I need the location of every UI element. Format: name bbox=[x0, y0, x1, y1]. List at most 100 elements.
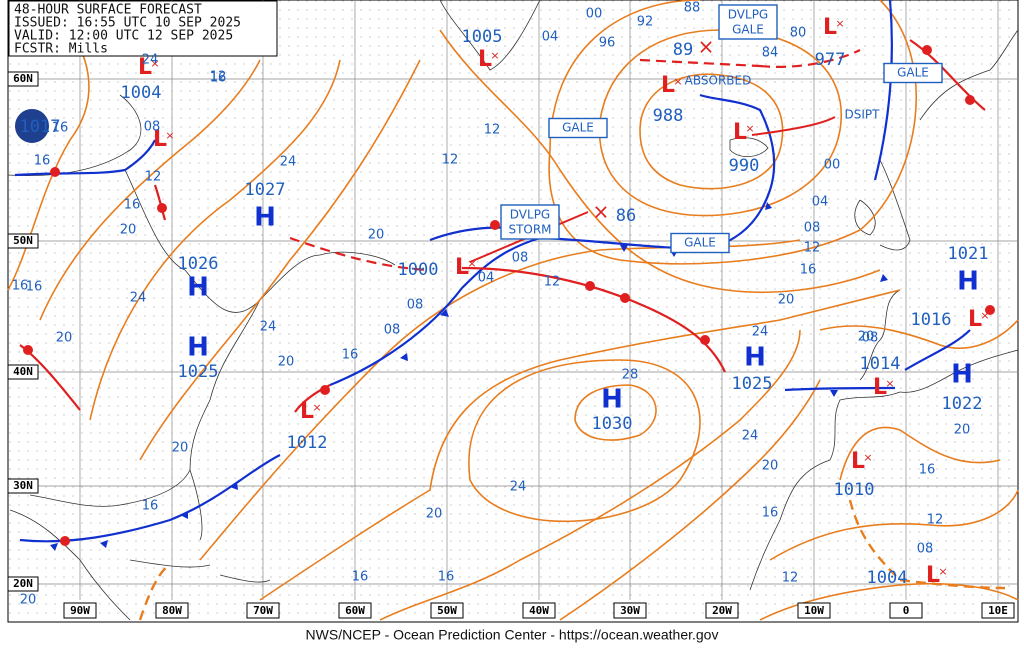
warning-text: GALE bbox=[684, 236, 716, 250]
isobar-label: 12 bbox=[484, 123, 501, 138]
developing-low-cross: × bbox=[593, 200, 610, 224]
isobar-label: 16 bbox=[34, 154, 51, 169]
high-symbol: H bbox=[187, 273, 209, 303]
high-symbol: H bbox=[744, 343, 766, 373]
low-pressure: 990 bbox=[729, 156, 760, 176]
longitude-box bbox=[338, 602, 372, 619]
low-symbol: L bbox=[926, 563, 940, 588]
note: DSIPT bbox=[845, 108, 881, 122]
longitude-label: 40W bbox=[529, 604, 549, 617]
isobar-label: 16 bbox=[919, 463, 936, 478]
isobar-label: 08 bbox=[804, 221, 821, 236]
longitude-label: 50W bbox=[437, 604, 457, 617]
isobar-label: 16 bbox=[26, 280, 43, 295]
low-symbol: L bbox=[153, 127, 167, 152]
longitude-box bbox=[430, 602, 464, 619]
low-cross: × bbox=[673, 75, 682, 88]
isobar-label: 12 bbox=[927, 513, 944, 528]
coastlines bbox=[7, 0, 1019, 621]
low-symbol: L bbox=[851, 449, 865, 474]
high-symbol: H bbox=[601, 385, 623, 415]
high-symbol: H bbox=[957, 267, 979, 297]
low-pressure: 1017 bbox=[20, 117, 61, 137]
longitude-label: 90W bbox=[70, 604, 90, 617]
warning-text: DVLPG STORM bbox=[508, 207, 551, 236]
isobar-label: 04 bbox=[542, 30, 559, 45]
latitude-box bbox=[7, 478, 39, 494]
isobar-label: 20 bbox=[172, 441, 189, 456]
isobar-label: 08 bbox=[512, 251, 529, 266]
low-pressure: 1004 bbox=[867, 568, 908, 588]
isobar-label: 24 bbox=[142, 53, 159, 68]
latitude-box bbox=[7, 364, 39, 380]
high-pressure: 1025 bbox=[178, 362, 219, 382]
isobar-label: 20 bbox=[368, 228, 385, 243]
isobar-label: 00 bbox=[824, 158, 841, 173]
isobar-label: 24 bbox=[510, 480, 527, 495]
latitude-label: 20N bbox=[13, 577, 33, 590]
issued: ISSUED: 16:55 UTC 10 SEP 2025 bbox=[14, 16, 241, 31]
isobar-label: 04 bbox=[478, 271, 495, 286]
isobar-label: 20 bbox=[954, 423, 971, 438]
isobar-label: 20 bbox=[56, 331, 73, 346]
high-symbol: H bbox=[951, 360, 973, 390]
longitude-box bbox=[889, 602, 923, 619]
low-symbol: L bbox=[733, 120, 747, 145]
low-cross: × bbox=[165, 129, 174, 142]
warning-box bbox=[500, 204, 560, 240]
latitude-box bbox=[7, 233, 39, 249]
longitude-label: 0 bbox=[903, 604, 910, 617]
latitude-box bbox=[7, 71, 39, 87]
warning-box bbox=[883, 62, 943, 84]
latitude-label: 60N bbox=[13, 72, 33, 85]
isobar-label: 16 bbox=[438, 570, 455, 585]
isobar-label: 16 bbox=[342, 348, 359, 363]
isobar-label: 08 bbox=[862, 331, 879, 346]
isobar-label: 80 bbox=[790, 26, 807, 41]
low-symbol: L bbox=[873, 375, 887, 400]
low-pressure: 1010 bbox=[834, 480, 875, 500]
longitude-box bbox=[797, 602, 831, 619]
low-symbol: L bbox=[478, 47, 492, 72]
footer: NWS/NCEP - Ocean Prediction Center - htt… bbox=[306, 627, 719, 643]
low-pressure: 1012 bbox=[287, 433, 328, 453]
isobar-label: 16 bbox=[210, 71, 227, 86]
latitude-label: 50N bbox=[13, 234, 33, 247]
low-cross: × bbox=[150, 57, 159, 70]
isobar-label: 12 bbox=[804, 241, 821, 256]
note: ABSORBED bbox=[685, 74, 752, 88]
low-pressure: 977 bbox=[815, 50, 846, 70]
longitude-label: 80W bbox=[162, 604, 182, 617]
isobar-label: 08 bbox=[917, 542, 934, 557]
forecaster: FCSTR: Mills bbox=[14, 42, 108, 57]
high-symbol: H bbox=[187, 333, 209, 363]
isobar-label: 20 bbox=[858, 330, 875, 345]
low-pressure: 1000 bbox=[398, 260, 439, 280]
isobar-label: 08 bbox=[407, 298, 424, 313]
low-symbol: L bbox=[661, 73, 675, 98]
isobar-label: 28 bbox=[622, 368, 639, 383]
isobar-label: 12 bbox=[442, 153, 459, 168]
latitude-label: 40N bbox=[13, 365, 33, 378]
low-symbol: L bbox=[968, 307, 982, 332]
high-pressure: 1030 bbox=[592, 414, 633, 434]
longitude-label: 20W bbox=[712, 604, 732, 617]
isobar-label: 16 bbox=[124, 198, 141, 213]
header-box bbox=[8, 0, 278, 57]
longitude-box bbox=[705, 602, 739, 619]
isobar-label: 08 bbox=[144, 120, 161, 135]
isobar-label: 16 bbox=[142, 499, 159, 514]
isobar-label: 12 bbox=[145, 170, 162, 185]
developing-low-pressure: 86 bbox=[616, 206, 636, 226]
low-cross: × bbox=[835, 17, 844, 30]
noaa-logo bbox=[13, 107, 51, 145]
longitude-label: 10W bbox=[804, 604, 824, 617]
low-cross: × bbox=[312, 401, 321, 414]
high-symbol: H bbox=[254, 203, 276, 233]
isobar-label: 12 bbox=[544, 275, 561, 290]
isobar-label: 24 bbox=[742, 429, 759, 444]
longitude-box bbox=[522, 602, 556, 619]
low-pressure: 1014 bbox=[860, 354, 901, 374]
warning-text: GALE bbox=[562, 121, 594, 135]
